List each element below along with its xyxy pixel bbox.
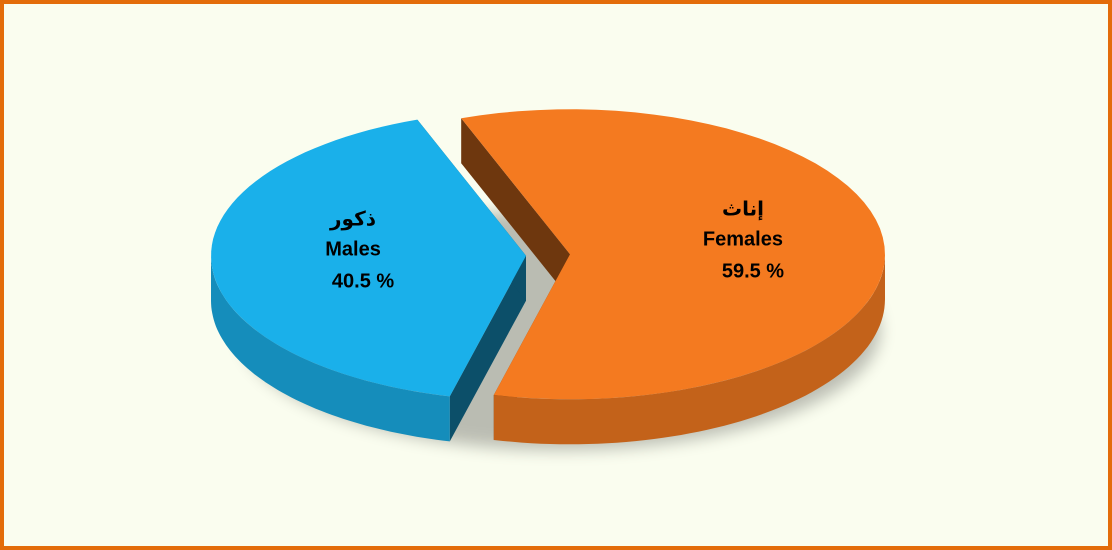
slice-wall — [449, 255, 526, 442]
slice-label: Males — [325, 238, 381, 260]
slice-label-arabic: ذكور — [329, 208, 376, 230]
slice-label: Females — [703, 228, 783, 250]
slice-value-label: 59.5 % — [722, 260, 784, 282]
slice-label-arabic: إناث — [722, 198, 764, 220]
slice — [461, 109, 885, 400]
slice-side — [211, 255, 450, 442]
slice — [211, 119, 526, 397]
slice-value-label: 40.5 % — [332, 270, 394, 292]
slice-wall — [461, 118, 570, 300]
slice-side — [493, 254, 885, 445]
